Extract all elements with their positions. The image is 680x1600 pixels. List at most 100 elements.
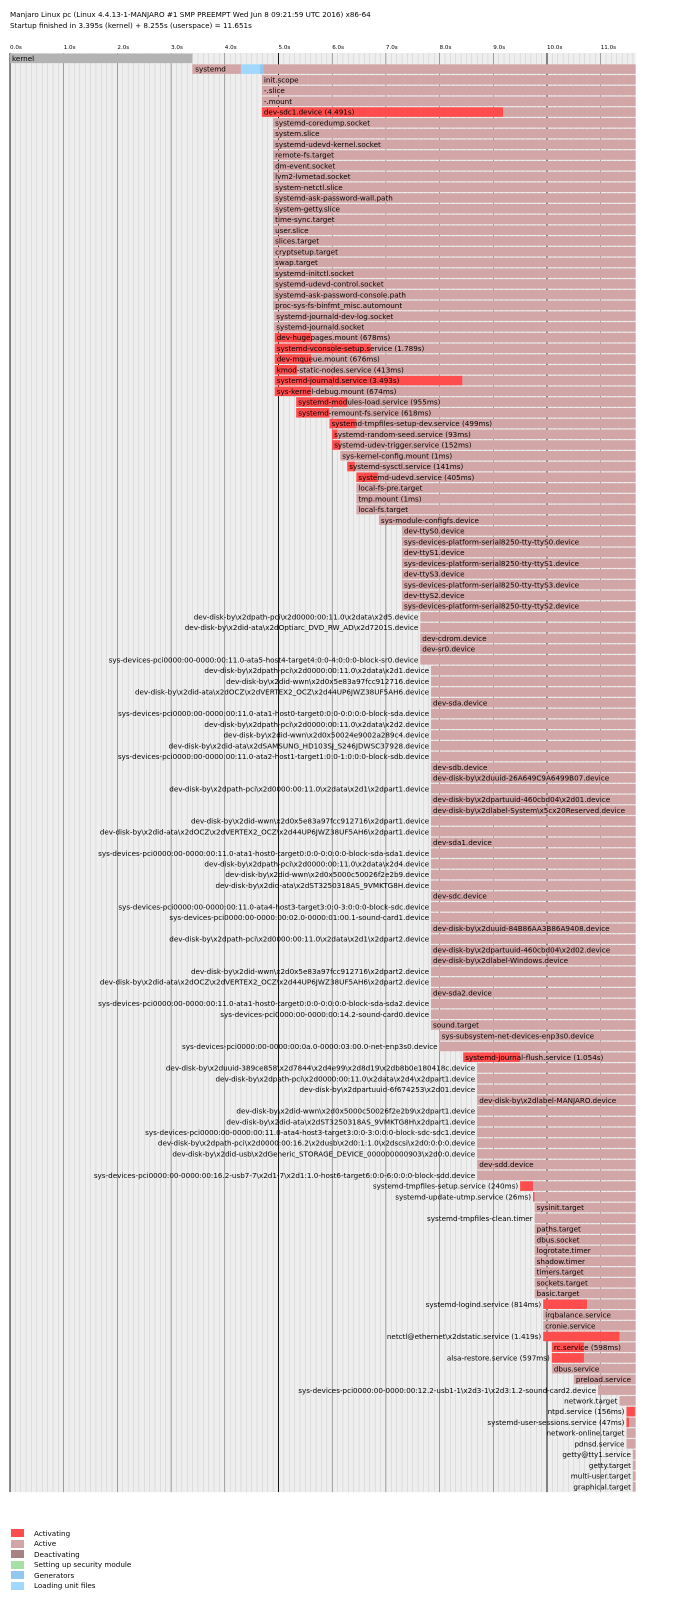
active-bar [273,257,636,268]
active-bar [431,902,636,912]
row-label: dev-disk-by\x2did-wwn\x2d0x5000c50026f2e… [225,870,429,879]
active-bar [477,1095,636,1105]
row-label: systemd-udevd-control.socket [275,280,384,289]
active-bar [402,536,636,547]
row-label: sys-devices-pci0000:00-0000:00:11.0-ata1… [98,849,429,858]
row-label: systemd-udevd-kernel.socket [275,140,381,149]
active-bar [274,311,636,321]
row-label: sys-devices-platform-serial8250-tty-ttyS… [404,580,580,589]
activating-bar [274,354,312,364]
systemd-bar-active [192,64,241,74]
active-bar [431,762,636,772]
legend-label: Activating [34,1528,71,1538]
x-tick-label: 8.0s [440,45,452,51]
row-label: cronie.service [545,1321,596,1330]
active-bar [431,880,636,891]
row-label: sys-devices-pci0000:00-0000:00:11.0-ata1… [98,999,429,1008]
x-tick-label: 11.0s [601,45,616,51]
active-bar [543,1320,636,1331]
activating-bar [296,408,330,418]
active-bar [626,1428,636,1438]
row-label: dev-ttyS0.device [404,527,465,536]
row-label: timers.target [537,1268,584,1277]
active-bar [420,612,636,622]
row-label: dev-disk-by\x2did-wwn\x2d0x5e83a97fcc912… [191,967,430,976]
active-bar [431,751,636,762]
active-bar [477,1084,636,1095]
row-label: cryptsetup.target [275,247,338,256]
x-tick-label: 5.0s [279,45,291,51]
active-bar [543,1310,636,1320]
active-bar [543,1299,636,1309]
row-label: logrotate.timer [537,1246,591,1255]
row-label: sys-devices-pci0000:00-0000:00:11.0-ata2… [118,752,430,761]
active-bar [431,934,636,944]
active-bar [420,644,636,654]
active-bar [477,1138,636,1148]
row-label: dev-disk-by\x2did-ata\x2dOCZ\x2dVERTEX2_… [135,688,430,697]
boot-timeline-chart: 0.0s 1.0s 2.0s 3.0s 4.0s 5.0s 6.0s 7.0s 8.0s 9.0s… [9,45,636,1493]
row-label: dev-disk-by\x2did-ata\x2dOCZ\x2dVERTEX2_… [100,827,430,836]
systemd-bar-generators [259,64,264,74]
row-label: dev-disk-by\x2dpartuuid-460cbd04\x2d01.d… [433,795,611,804]
active-bar [274,386,636,397]
row-label: sys-devices-pci0000:00-0000:00:0a.0-0000… [182,1042,438,1051]
row-label: systemd-sysctl.service (141ms) [349,462,463,471]
row-label: pdnsd.service [574,1439,625,1448]
row-label: dev-disk-by\x2did-ata\x2dSAMSUNG_HD103SJ… [169,741,430,750]
row-label: shadow.timer [537,1257,585,1266]
active-bar [431,698,636,708]
active-bar [573,1374,636,1385]
row-label: dev-disk-by\x2did-ata\x2dST3250318AS_9VM… [226,1117,475,1126]
active-bar [274,354,636,364]
row-label: dev-disk-by\x2duuid-84B86AA3B86A9408.dev… [433,924,610,933]
row-label: systemd-journal-flush.service (1.054s) [465,1053,603,1062]
row-label: dev-disk-by\x2dpath-pci\x2d0000:00:11.0\… [169,784,429,793]
row-label: dev-sdc1.device (4.491s) [264,108,355,117]
row-label: systemd-remount-fs.service (618ms) [298,408,431,417]
row-label: rc.service (598ms) [554,1343,621,1352]
active-bar [431,719,636,730]
row-label: systemd-user-sessions.service (47ms) [487,1418,624,1427]
active-bar [431,730,636,740]
row-label: graphical.target [573,1482,631,1491]
activating-bar [329,418,357,429]
active-bar [273,193,636,203]
row-label: dev-sda1.device [433,838,492,847]
activating-bar [551,1353,584,1363]
row-label: systemd [195,65,226,74]
activating-bar [332,440,341,450]
active-bar [273,279,636,289]
activating-bar [274,365,297,375]
row-label: local-fs-pre.target [358,484,422,493]
row-label: systemd-ask-password-console.path [275,290,406,299]
row-label: dev-disk-by\x2dpartuuid-460cbd04\x2d02.d… [433,945,611,954]
row-label: dev-disk-by\x2dpath-pci\x2d0000:00:11.0\… [204,720,429,729]
active-bar [261,96,636,107]
active-bar [273,246,636,257]
active-bar [431,665,636,676]
activating-bar [520,1181,534,1191]
legend-item-loading: Loading unit files [11,1581,131,1592]
active-bar [296,397,636,407]
row-label: sys-devices-platform-serial8250-tty-ttyS… [404,602,580,611]
row-label: system-getty.slice [275,204,340,213]
row-label: lvm2-lvmetad.socket [275,172,351,181]
legend-label: Deactivating [34,1549,80,1559]
active-bar [261,85,636,96]
row-label: ntpd.service (156ms) [548,1407,625,1416]
active-bar [378,515,636,525]
active-bar [551,1363,636,1374]
row-label: systemd-update-utmp.service (26ms) [395,1192,531,1201]
row-label: sys-devices-pci0000:00-0000:00:12.2-usb1… [298,1386,596,1395]
active-bar [273,236,636,246]
active-bar [431,848,636,858]
row-label: sys-devices-pci0000:00-0000:00:02.0-0000… [169,913,429,922]
row-label: system-netctl.slice [275,183,343,192]
active-bar [340,450,636,461]
row-label: dev-disk-by\x2did-wwn\x2d0x5e83a97fcc912… [191,817,430,826]
row-label: systemd-vconsole-setup.service (1.789s) [277,344,425,353]
active-bar [273,139,636,150]
active-bar [431,869,636,880]
row-label: dev-ttyS1.device [404,548,465,557]
